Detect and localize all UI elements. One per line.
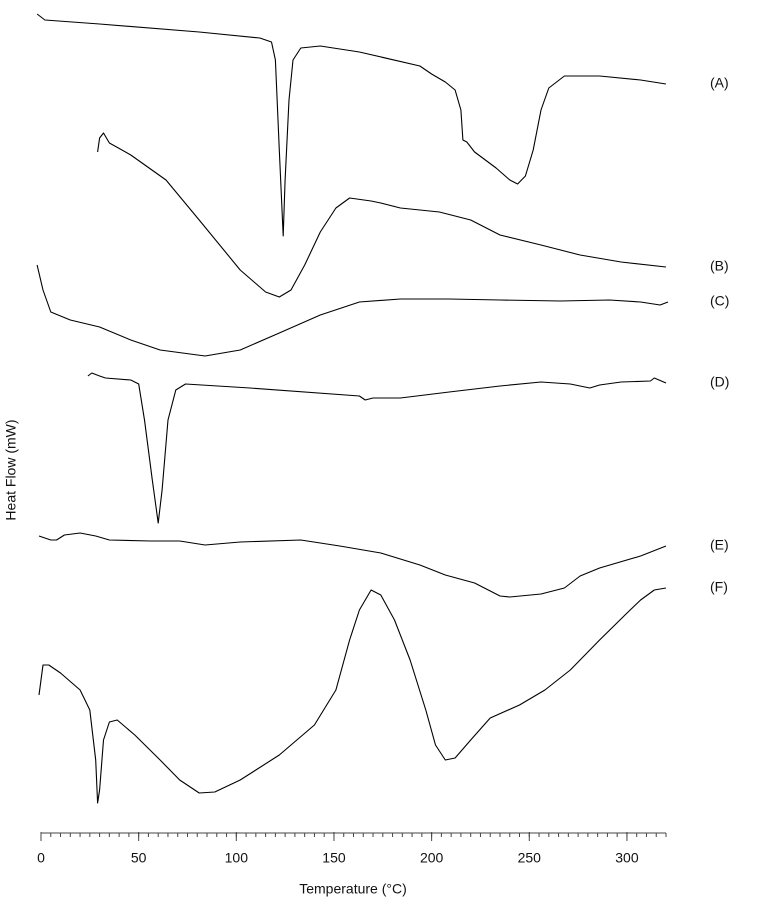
x-axis-label: Temperature (°C) [299, 881, 407, 897]
curve [97, 132, 667, 298]
x-tick-label: 300 [615, 850, 639, 866]
curve [36, 13, 667, 237]
curve-label: (B) [710, 258, 729, 274]
curve-label: (D) [710, 374, 729, 390]
curve-label: (E) [710, 537, 729, 553]
curve-label: (F) [710, 579, 728, 595]
curve [36, 264, 669, 357]
x-tick-label: 150 [322, 850, 346, 866]
x-tick-label: 50 [131, 850, 147, 866]
y-axis-label: Heat Flow (mW) [3, 419, 19, 520]
curve-label: (C) [710, 293, 729, 309]
curve [87, 372, 667, 524]
x-tick-label: 100 [225, 850, 249, 866]
curve [38, 587, 667, 804]
curve-label: (A) [710, 75, 729, 91]
x-tick-label: 0 [37, 850, 45, 866]
x-tick-label: 250 [518, 850, 542, 866]
curve [38, 532, 667, 598]
x-tick-label: 200 [420, 850, 444, 866]
